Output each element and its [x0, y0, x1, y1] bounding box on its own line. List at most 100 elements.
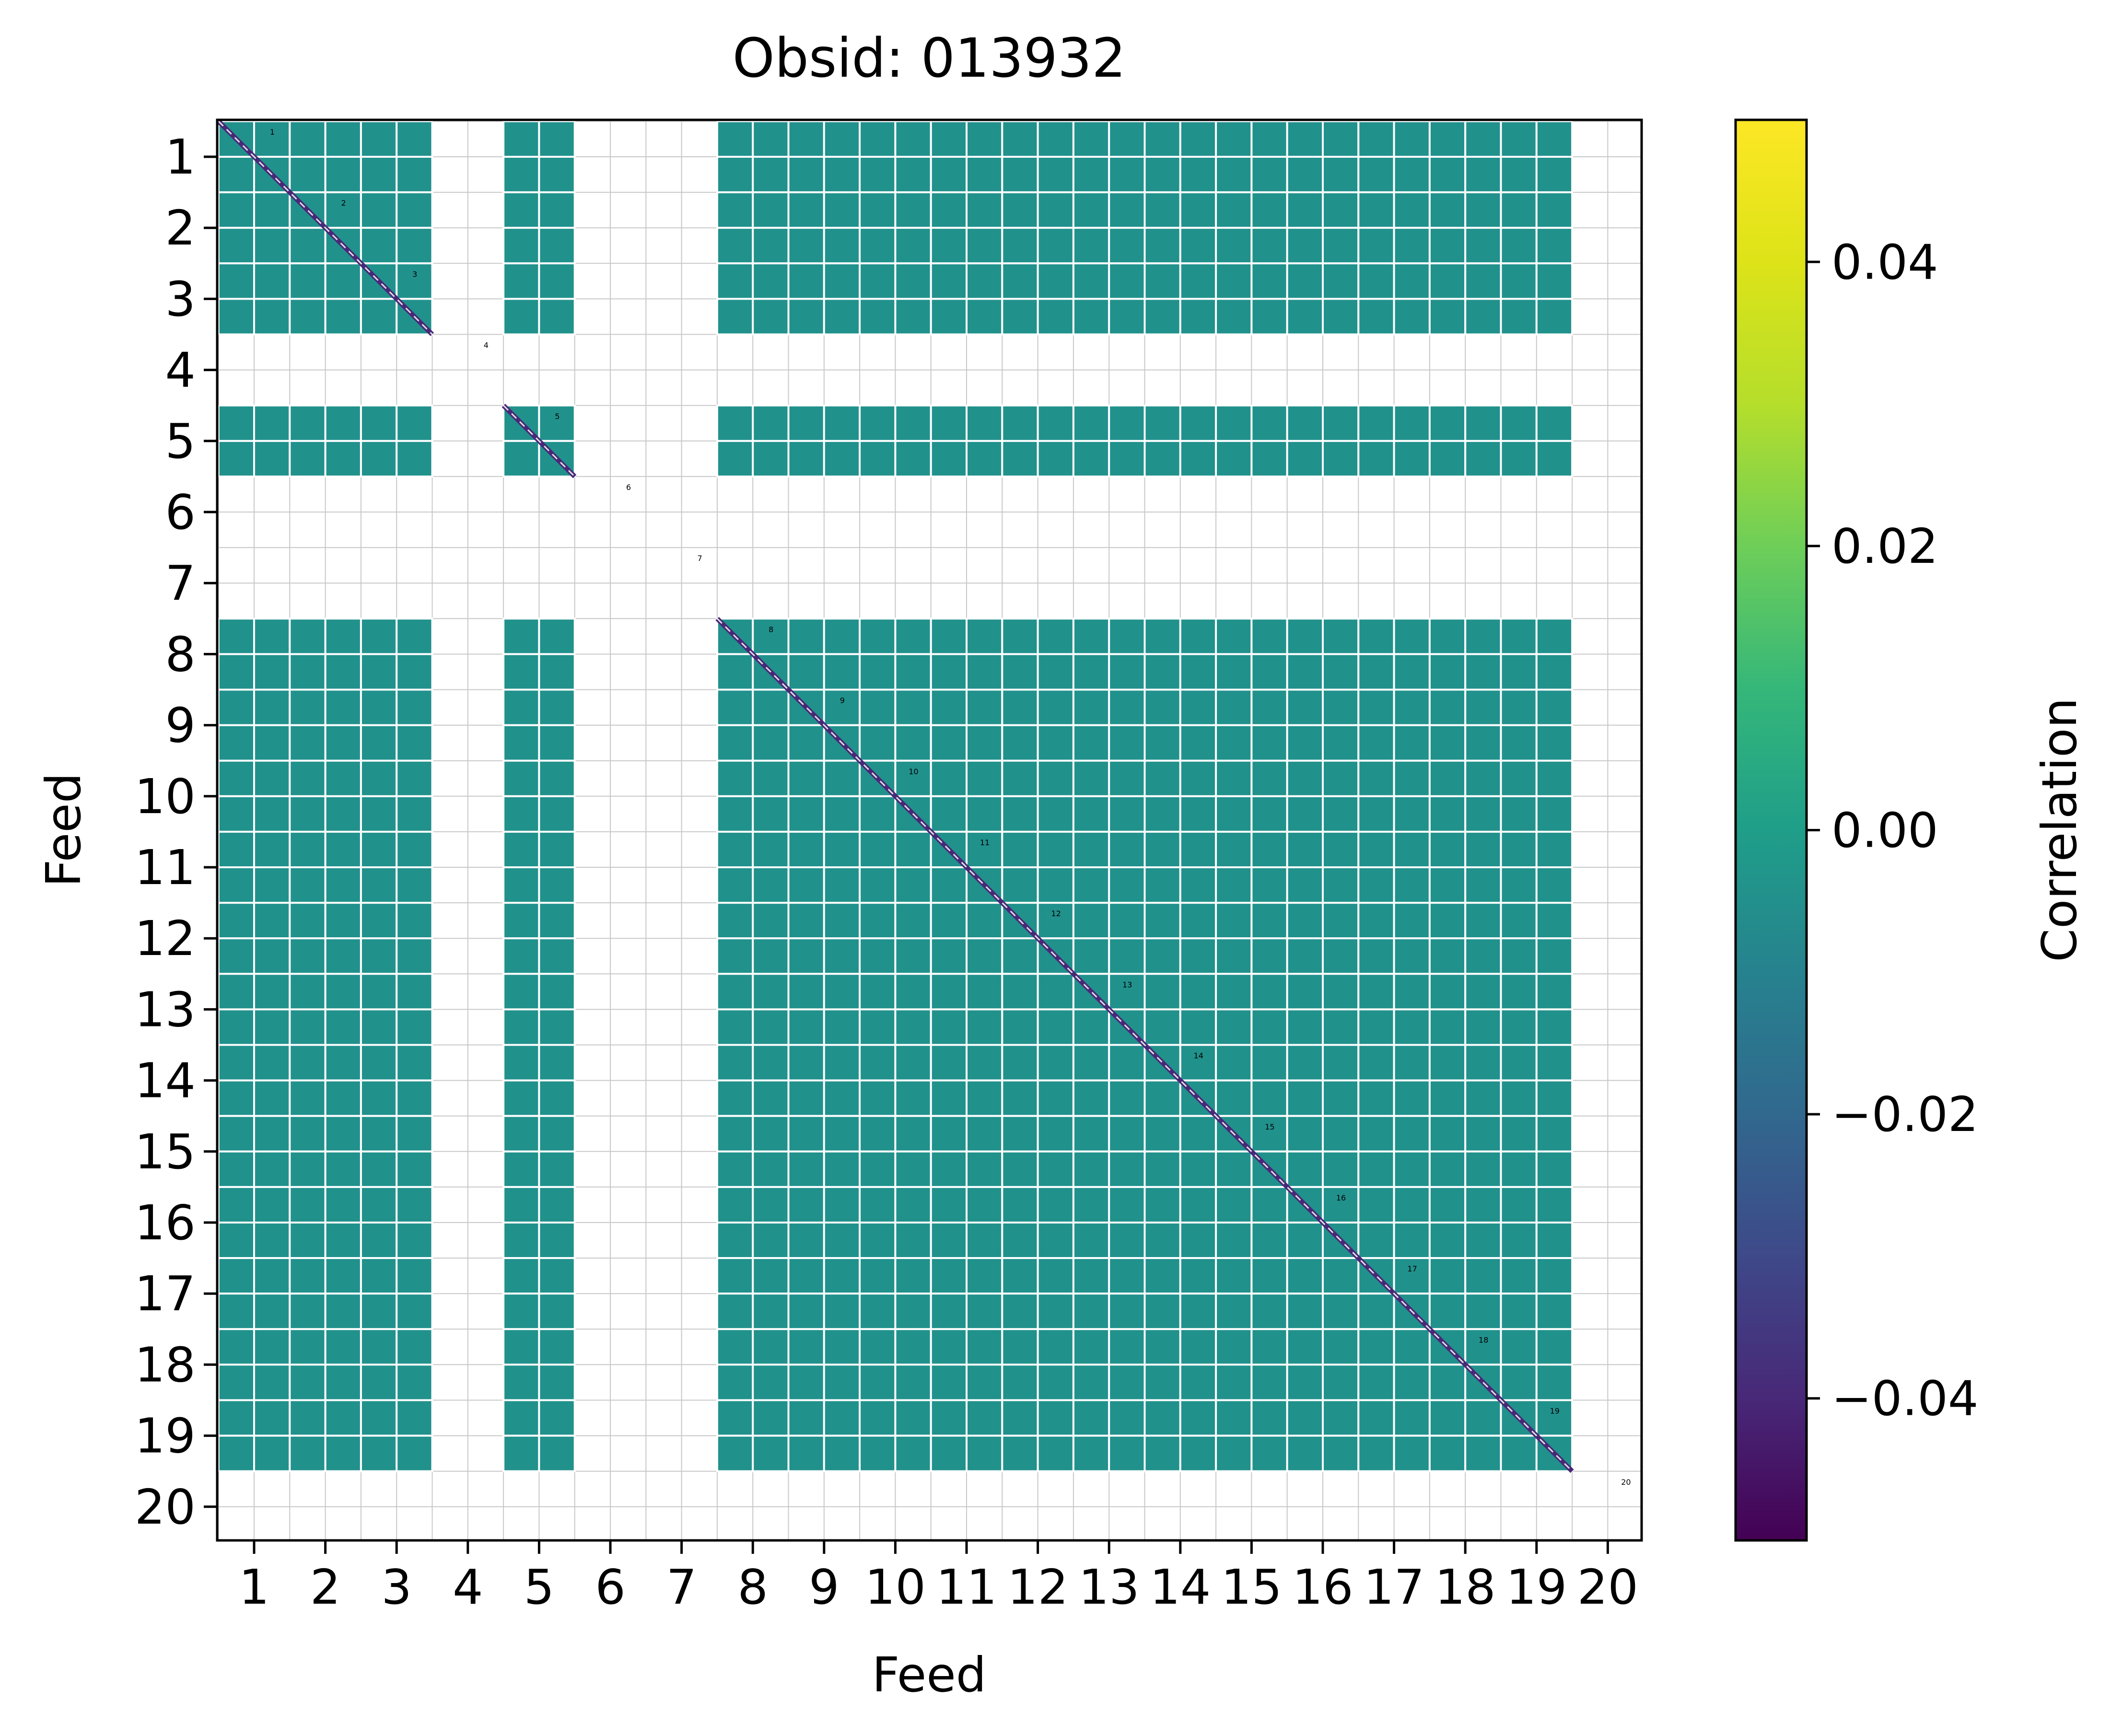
heatmap-cell	[289, 1257, 327, 1295]
heatmap-cell	[1535, 724, 1574, 762]
heatmap-cell	[360, 830, 398, 869]
heatmap-cell	[1108, 902, 1146, 940]
heatmap-cell	[930, 1328, 968, 1366]
heatmap-cell	[716, 1115, 754, 1153]
heatmap-cell	[823, 404, 861, 442]
diagonal-label: 18	[1479, 1335, 1488, 1344]
heatmap-cell	[894, 191, 932, 229]
heatmap-cell	[253, 1222, 291, 1259]
heatmap-cell	[1108, 1115, 1146, 1153]
heatmap-cell	[1037, 653, 1074, 691]
heatmap-cell	[253, 1434, 291, 1472]
heatmap-cell	[1464, 440, 1502, 478]
heatmap-cell	[1535, 618, 1574, 655]
diagonal-label: 7	[698, 554, 702, 563]
heatmap-cell	[752, 298, 790, 336]
heatmap-cell	[716, 120, 754, 158]
heatmap-cell	[1250, 298, 1288, 336]
heatmap-cell	[1179, 653, 1217, 691]
heatmap-cell	[966, 724, 1003, 762]
heatmap-cell	[1322, 1186, 1360, 1223]
heatmap-cell	[752, 156, 790, 194]
heatmap-cell	[823, 759, 861, 797]
heatmap-cell	[1535, 795, 1574, 833]
x-tick-label: 19	[1506, 1559, 1567, 1615]
heatmap-cell	[787, 1008, 825, 1046]
heatmap-cell	[1322, 759, 1360, 797]
heatmap-cell	[253, 688, 291, 726]
heatmap-cell	[1037, 120, 1074, 158]
heatmap-cell	[1143, 759, 1181, 797]
heatmap-cell	[502, 653, 540, 691]
heatmap-cell	[289, 1079, 327, 1117]
heatmap-cell	[396, 795, 433, 833]
heatmap-cell	[1500, 937, 1538, 975]
heatmap-cell	[716, 1079, 754, 1117]
heatmap-cell	[1428, 724, 1467, 762]
heatmap-cell	[217, 298, 256, 336]
heatmap-cell	[1535, 866, 1574, 904]
heatmap-cell	[1215, 191, 1253, 229]
heatmap-cell	[1215, 724, 1253, 762]
heatmap-cell	[396, 688, 433, 726]
heatmap-cell	[217, 1079, 256, 1117]
heatmap-cell	[502, 724, 540, 762]
heatmap-cell	[859, 1363, 897, 1401]
heatmap-cell	[217, 1044, 256, 1082]
diagonal-label: 11	[980, 838, 990, 847]
heatmap-cell	[1393, 937, 1431, 975]
heatmap-cell	[1179, 1293, 1217, 1330]
heatmap-cell	[253, 120, 291, 158]
heatmap-cell	[396, 866, 433, 904]
heatmap-cell	[716, 1328, 754, 1366]
heatmap-cell	[1108, 298, 1146, 336]
heatmap-cell	[930, 191, 968, 229]
heatmap-cell	[966, 120, 1003, 158]
heatmap-cell	[859, 1044, 897, 1082]
heatmap-cell	[538, 866, 576, 904]
heatmap-cell	[894, 1434, 932, 1472]
heatmap-cell	[930, 1257, 968, 1295]
heatmap-cell	[396, 440, 433, 478]
heatmap-cell	[930, 1434, 968, 1472]
heatmap-cell	[360, 1044, 398, 1082]
heatmap-cell	[1535, 688, 1574, 726]
heatmap-cell	[1143, 618, 1181, 655]
heatmap-cell	[396, 759, 433, 797]
heatmap-cell	[1215, 227, 1253, 265]
heatmap-cell	[1500, 1115, 1538, 1153]
heatmap-cell	[502, 902, 540, 940]
heatmap-cell	[1179, 830, 1217, 869]
heatmap-cell	[859, 973, 897, 1011]
heatmap-cell	[894, 759, 932, 797]
heatmap-cell	[360, 156, 398, 194]
heatmap-cell	[1250, 1399, 1288, 1437]
heatmap-cell	[502, 866, 540, 904]
heatmap-cell	[1072, 653, 1110, 691]
heatmap-cell	[966, 1363, 1003, 1401]
heatmap-cell	[1500, 1363, 1538, 1401]
heatmap-cell	[859, 120, 897, 158]
heatmap-cell	[823, 227, 861, 265]
heatmap-cell	[1108, 262, 1146, 300]
heatmap-cell	[1393, 866, 1431, 904]
heatmap-cell	[1464, 1186, 1502, 1223]
heatmap-cell	[1001, 1044, 1039, 1082]
heatmap-cell	[1428, 973, 1467, 1011]
heatmap-cell	[289, 1434, 327, 1472]
heatmap-cell	[894, 1079, 932, 1117]
heatmap-cell	[1215, 653, 1253, 691]
colorbar-tick-label: −0.02	[1831, 1086, 1978, 1142]
heatmap-cell	[752, 866, 790, 904]
heatmap-cell	[1215, 1293, 1253, 1330]
heatmap-cell	[752, 937, 790, 975]
heatmap-cell	[1393, 1328, 1431, 1366]
heatmap-cell	[894, 653, 932, 691]
heatmap-cell	[1357, 404, 1395, 442]
heatmap-cell	[716, 440, 754, 478]
heatmap-cell	[1215, 618, 1253, 655]
heatmap-cell	[1179, 937, 1217, 975]
heatmap-cell	[1393, 1186, 1431, 1223]
heatmap-cell	[1143, 440, 1181, 478]
